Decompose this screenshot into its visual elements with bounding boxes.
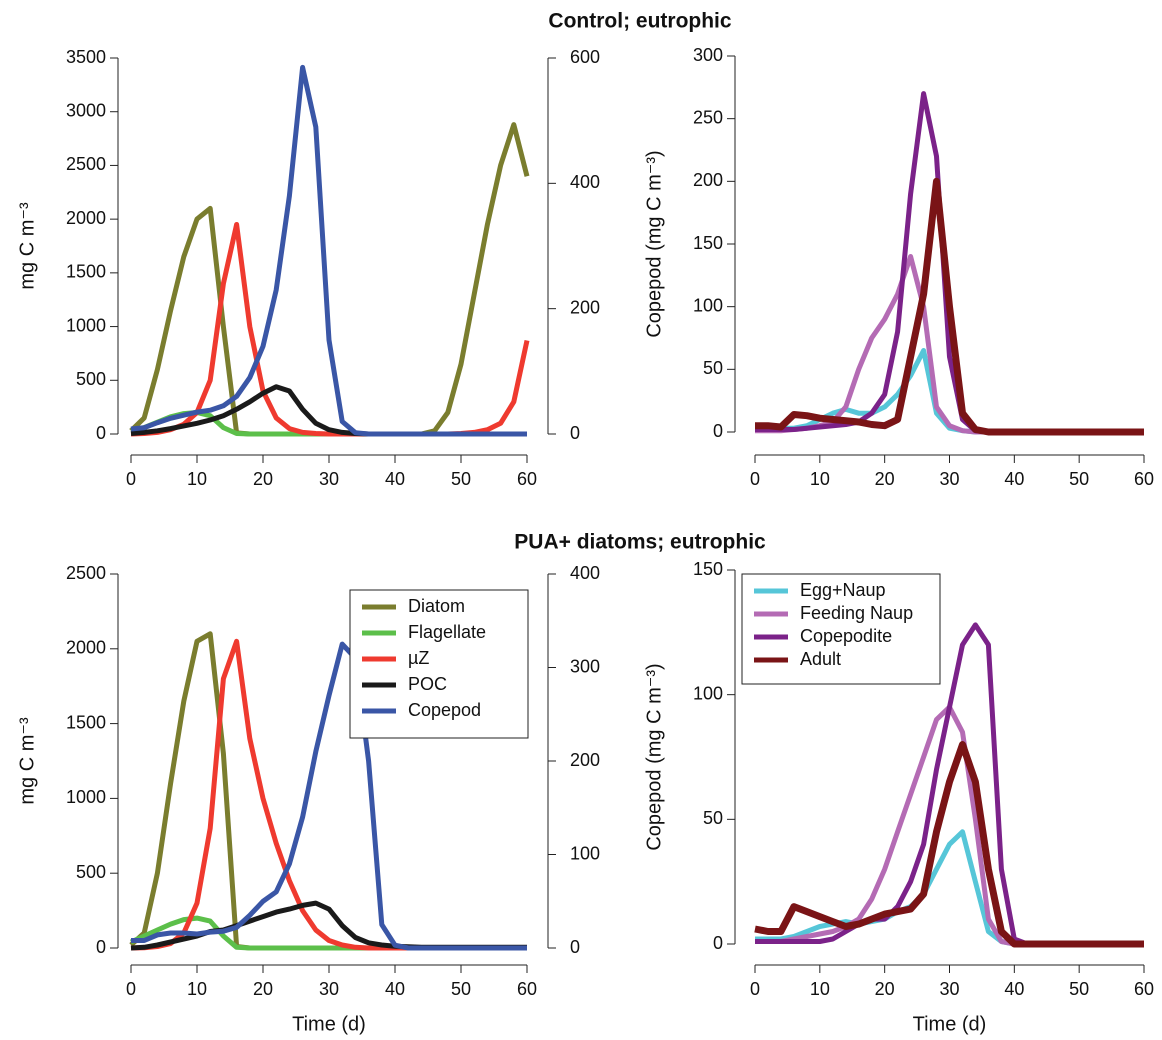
series-line: [755, 91, 1144, 435]
y-axis-label: mg C m⁻³: [16, 717, 38, 805]
x-tick-label: 40: [385, 979, 405, 999]
x-tick-label: 40: [1004, 979, 1024, 999]
y-tick-label: 1000: [66, 315, 106, 335]
y-tick-label: 2000: [66, 638, 106, 658]
x-tick-label: 0: [126, 979, 136, 999]
x-tick-label: 20: [253, 469, 273, 489]
series-line: [129, 122, 530, 437]
y-tick-label: 0: [96, 423, 106, 443]
x-tick-label: 10: [187, 469, 207, 489]
x-tick-label: 30: [319, 979, 339, 999]
legend-label: Egg+Naup: [800, 580, 886, 600]
y2-tick-label: 200: [570, 297, 600, 317]
y-tick-label: 2500: [66, 154, 106, 174]
y-axis-label: Copepod (mg C m⁻³): [643, 663, 665, 850]
y-tick-label: 3000: [66, 100, 106, 120]
legend-label: Adult: [800, 649, 841, 669]
y2-tick-label: 400: [570, 172, 600, 192]
y-tick-label: 150: [693, 233, 723, 253]
y-tick-label: 50: [703, 808, 723, 828]
y-tick-label: 100: [693, 295, 723, 315]
x-axis-label: Time (d): [292, 1013, 366, 1035]
x-tick-label: 0: [126, 469, 136, 489]
y2-tick-label: 300: [570, 656, 600, 676]
y2-tick-label: 0: [570, 423, 580, 443]
x-tick-label: 10: [187, 979, 207, 999]
x-tick-label: 60: [1134, 469, 1154, 489]
x-tick-label: 60: [517, 979, 537, 999]
legend-label: POC: [408, 674, 447, 694]
series-line: [131, 641, 527, 951]
y-tick-label: 50: [703, 358, 723, 378]
x-tick-label: 60: [517, 469, 537, 489]
series-line: [130, 64, 527, 437]
series-line: [754, 741, 1144, 948]
x-axis-label: Time (d): [913, 1013, 987, 1035]
x-tick-label: 20: [875, 469, 895, 489]
legend-label: Flagellate: [408, 622, 486, 642]
chart-title: Control; eutrophic: [548, 10, 731, 33]
y-tick-label: 1500: [66, 262, 106, 282]
legend-label: Diatom: [408, 596, 465, 616]
x-tick-label: 10: [810, 979, 830, 999]
x-tick-label: 50: [1069, 979, 1089, 999]
y-axis-label: mg C m⁻³: [16, 202, 38, 290]
x-tick-label: 40: [1004, 469, 1024, 489]
y-tick-label: 2000: [66, 208, 106, 228]
series-line: [755, 177, 1144, 436]
y-tick-label: 1000: [66, 787, 106, 807]
y2-tick-label: 200: [570, 750, 600, 770]
legend-label: Copepodite: [800, 626, 892, 646]
y-tick-label: 500: [76, 862, 106, 882]
series-line: [755, 829, 1144, 947]
x-tick-label: 30: [939, 469, 959, 489]
y-tick-label: 150: [693, 559, 723, 579]
y-tick-label: 500: [76, 369, 106, 389]
chart-title: PUA+ diatoms; eutrophic: [514, 531, 766, 554]
x-tick-label: 30: [319, 469, 339, 489]
y-tick-label: 3500: [66, 47, 106, 67]
x-tick-label: 50: [451, 469, 471, 489]
y2-tick-label: 600: [570, 47, 600, 67]
x-tick-label: 10: [810, 469, 830, 489]
x-tick-label: 50: [451, 979, 471, 999]
x-tick-label: 20: [875, 979, 895, 999]
y-tick-label: 1500: [66, 712, 106, 732]
x-tick-label: 0: [750, 979, 760, 999]
series-line: [130, 384, 527, 437]
y-tick-label: 0: [713, 421, 723, 441]
x-tick-label: 20: [253, 979, 273, 999]
y-tick-label: 2500: [66, 563, 106, 583]
y-tick-label: 100: [693, 683, 723, 703]
x-tick-label: 0: [750, 469, 760, 489]
y-tick-label: 300: [693, 45, 723, 65]
legend-label: Feeding Naup: [800, 603, 913, 623]
legend-label: Copepod: [408, 700, 481, 720]
y2-tick-label: 100: [570, 843, 600, 863]
x-tick-label: 50: [1069, 469, 1089, 489]
series-line: [755, 704, 1144, 947]
y2-tick-label: 400: [570, 563, 600, 583]
y2-tick-label: 0: [570, 937, 580, 957]
x-tick-label: 40: [385, 469, 405, 489]
y-axis-label: Copepod (mg C m⁻³): [643, 150, 665, 337]
x-tick-label: 60: [1134, 979, 1154, 999]
y-tick-label: 200: [693, 170, 723, 190]
legend-label: µZ: [408, 648, 429, 668]
y-tick-label: 250: [693, 107, 723, 127]
x-tick-label: 30: [939, 979, 959, 999]
y-tick-label: 0: [96, 937, 106, 957]
y-tick-label: 0: [713, 933, 723, 953]
